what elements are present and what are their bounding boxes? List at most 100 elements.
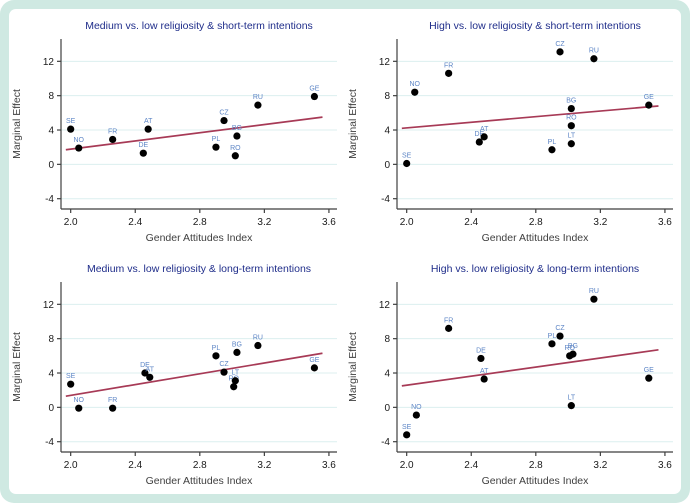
y-tick-label: 8 xyxy=(48,91,54,102)
data-point-fr xyxy=(445,324,453,332)
x-tick-label: 3.2 xyxy=(257,460,271,471)
data-point-de xyxy=(475,138,483,146)
data-point-ge xyxy=(645,374,653,382)
data-point-cz xyxy=(220,117,228,125)
x-tick-label: 2.4 xyxy=(464,460,478,471)
point-label-de: DE xyxy=(476,347,486,354)
fit-line xyxy=(65,116,323,151)
point-label-bg: BG xyxy=(232,125,242,132)
point-label-ge: GE xyxy=(644,94,654,101)
point-label-cz: CZ xyxy=(219,361,229,368)
data-point-no xyxy=(75,144,83,152)
point-label-at: AT xyxy=(480,126,489,133)
data-point-ru xyxy=(254,101,262,109)
data-point-ge xyxy=(645,101,653,109)
x-tick-label: 2.0 xyxy=(64,460,78,471)
point-label-lt: LT xyxy=(567,394,575,401)
x-tick-label: 2.0 xyxy=(400,460,414,471)
point-label-cz: CZ xyxy=(219,110,229,117)
point-label-pl: PL xyxy=(548,333,557,340)
data-point-pl xyxy=(212,143,220,152)
y-tick-label: 4 xyxy=(384,126,390,137)
y-tick-label: 0 xyxy=(48,160,54,171)
y-tick-label: 12 xyxy=(43,57,55,68)
data-point-lt xyxy=(231,376,239,385)
y-tick-label: 12 xyxy=(43,300,55,311)
point-label-ro: RO xyxy=(566,115,577,122)
data-point-pl xyxy=(212,351,220,360)
scatter-panel-medium-long-term: -4048122.02.42.83.23.6SENOFRDEATPLCZROLT… xyxy=(11,263,337,487)
point-label-ge: GE xyxy=(309,86,319,93)
x-tick-label: 2.4 xyxy=(128,460,142,471)
point-label-se: SE xyxy=(66,118,76,125)
y-tick-label: 0 xyxy=(384,160,390,171)
data-point-pl xyxy=(548,339,556,348)
x-tick-label: 3.6 xyxy=(322,460,336,471)
figure-canvas: -4 0 4 8 12 2.0 2.4 2.8 3.2 3.6 SE NO FR DE AT PL CZ RO BG… xyxy=(9,9,681,494)
x-tick-label: 2.8 xyxy=(529,217,543,228)
data-point-fr xyxy=(109,404,117,412)
x-tick-label: 2.4 xyxy=(128,217,142,228)
x-tick-label: 3.6 xyxy=(322,217,336,228)
point-label-bg: BG xyxy=(232,341,242,348)
x-axis-label: Gender Attitudes Index xyxy=(146,232,254,244)
point-label-ge: GE xyxy=(309,357,319,364)
x-tick-label: 2.8 xyxy=(529,460,543,471)
point-label-at: AT xyxy=(480,368,489,375)
y-tick-label: 0 xyxy=(384,403,390,414)
y-tick-label: -4 xyxy=(381,437,390,448)
fit-line xyxy=(65,352,323,397)
point-label-se: SE xyxy=(402,424,412,431)
fit-line xyxy=(401,105,659,130)
data-point-bg xyxy=(233,132,241,140)
point-label-ge: GE xyxy=(644,367,654,374)
data-point-ru xyxy=(590,295,598,303)
data-point-cz xyxy=(220,368,228,376)
panel-high-long-term: -4 0 4 8 12 2.0 2.4 2.8 3.2 3.6 SE NO FR DE AT PL CZ RO BG… xyxy=(345,252,681,495)
data-point-ru xyxy=(254,341,262,349)
scatter-panel-medium-short-term: -4 0 4 8 12 2.0 2.4 2.8 3.2 3.6 SE NO FR DE AT PL CZ RO BG… xyxy=(11,20,337,244)
point-label-no: NO xyxy=(411,404,422,411)
y-tick-label: -4 xyxy=(45,437,54,448)
data-point-se xyxy=(403,430,411,439)
data-point-no xyxy=(412,411,420,419)
data-point-ro xyxy=(567,122,575,130)
data-point-se xyxy=(67,380,75,388)
point-label-fr: FR xyxy=(108,397,117,404)
x-tick-label: 2.4 xyxy=(464,217,478,228)
x-tick-label: 3.6 xyxy=(658,460,672,471)
point-label-bg: BG xyxy=(568,343,578,350)
y-tick-label: 4 xyxy=(48,368,54,379)
point-label-fr: FR xyxy=(444,63,453,70)
x-axis-label: Gender Attitudes Index xyxy=(482,475,590,487)
point-label-se: SE xyxy=(66,373,76,380)
data-point-cz xyxy=(556,332,564,340)
point-label-at: AT xyxy=(144,118,153,125)
data-point-bg xyxy=(233,348,241,356)
data-point-lt xyxy=(567,401,575,409)
point-label-se: SE xyxy=(402,153,412,160)
point-label-lt: LT xyxy=(567,133,575,140)
panel-title: High vs. low religiosity & long-term int… xyxy=(431,263,639,275)
data-point-de xyxy=(139,149,147,158)
panel-title: Medium vs. low religiosity & short-term … xyxy=(85,20,313,32)
x-tick-label: 3.2 xyxy=(257,217,271,228)
data-point-at xyxy=(144,125,152,134)
data-point-pl xyxy=(548,146,556,154)
x-tick-label: 2.8 xyxy=(193,217,207,228)
data-point-se xyxy=(403,160,411,168)
y-axis-label: Marginal Effect xyxy=(11,332,23,402)
y-tick-label: 4 xyxy=(48,126,54,137)
data-point-cz xyxy=(556,48,564,56)
data-point-ru xyxy=(590,55,598,63)
point-label-at: AT xyxy=(146,366,155,373)
y-axis-label: Marginal Effect xyxy=(11,89,23,159)
panel-medium-short-term: -4 0 4 8 12 2.0 2.4 2.8 3.2 3.6 SE NO FR DE AT PL CZ RO BG… xyxy=(9,9,345,252)
point-label-de: DE xyxy=(138,142,148,149)
x-tick-label: 3.6 xyxy=(658,217,672,228)
y-axis-label: Marginal Effect xyxy=(347,332,359,402)
